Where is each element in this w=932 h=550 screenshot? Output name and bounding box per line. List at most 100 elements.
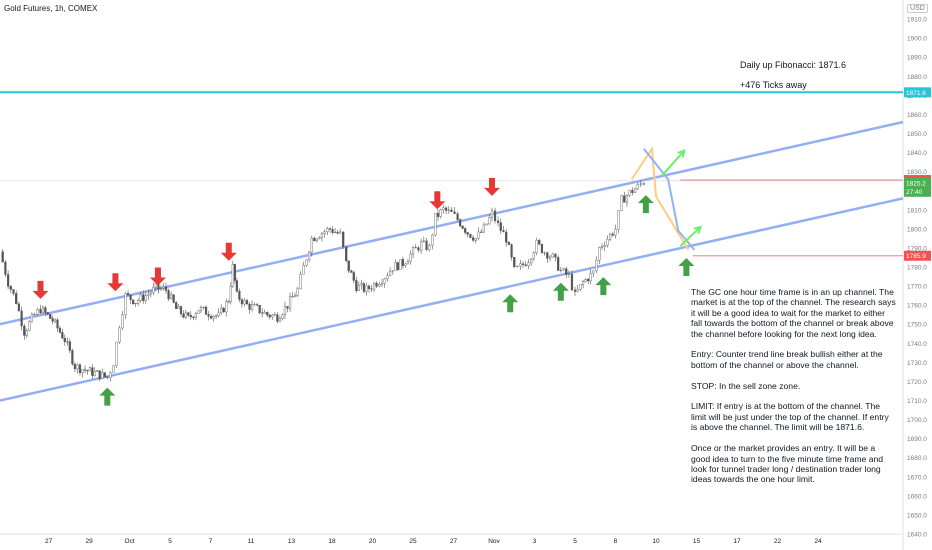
candle-body [93, 371, 96, 376]
candle-body [391, 270, 394, 272]
candle-body [519, 263, 522, 267]
candle-body [350, 270, 353, 273]
projection-arrowhead [677, 149, 686, 158]
candle-body [139, 294, 142, 301]
candle-body [606, 239, 609, 246]
last-price-tag-bg [904, 177, 931, 197]
candle-body [132, 299, 135, 305]
x-tick-label: 8 [614, 538, 618, 545]
projection-path-blue [643, 148, 696, 251]
candle-body [199, 307, 203, 311]
candle-body [336, 231, 339, 234]
x-tick-label: 11 [248, 538, 255, 545]
projection-path-green-upper [661, 149, 686, 177]
candle-body [510, 244, 513, 258]
candle-body [434, 212, 437, 236]
candle-body [299, 273, 302, 289]
candle-body [631, 189, 634, 193]
candle-body [91, 367, 94, 376]
candle-body [496, 220, 500, 223]
candle-body [212, 315, 215, 319]
candle-body [98, 370, 101, 379]
symbol-title[interactable]: Gold Futures, 1h, COMEX [4, 4, 98, 13]
candle-body [559, 269, 562, 271]
candle-body [53, 319, 57, 322]
candle-body [505, 231, 508, 243]
candle-body [333, 231, 337, 233]
candle-body [240, 299, 244, 305]
candles-group [1, 180, 645, 382]
down-arrow-marker [220, 242, 237, 261]
candle-body [229, 286, 232, 302]
y-tick-label: 1730.0 [907, 360, 927, 367]
x-tick-label: 5 [573, 538, 577, 545]
candle-body [469, 233, 472, 238]
candle-body [370, 288, 373, 290]
candle-body [442, 207, 445, 211]
candle-body [565, 268, 568, 275]
x-tick-label: 27 [450, 538, 458, 545]
stop-lower-price-tag-bg [904, 250, 931, 261]
candle-body [386, 275, 389, 280]
candle-body [425, 240, 428, 250]
candle-body [570, 273, 574, 291]
candle-body [96, 370, 99, 372]
candle-body [263, 311, 266, 314]
y-tick-label: 1680.0 [907, 455, 927, 462]
y-tick-label: 1750.0 [907, 322, 927, 329]
candle-body [305, 259, 308, 266]
y-tick-label: 1740.0 [907, 341, 927, 348]
candle-body [617, 210, 620, 230]
candle-body [404, 263, 407, 266]
candle-body [365, 285, 368, 292]
candle-body [56, 319, 59, 329]
candle-body [589, 272, 592, 282]
currency-badge[interactable]: USD [907, 4, 928, 13]
x-tick-label: 24 [814, 538, 822, 545]
candle-body [291, 296, 294, 298]
candle-body [551, 253, 554, 258]
down-arrow-marker [149, 267, 166, 286]
candle-body [152, 286, 155, 293]
y-tick-label: 1910.0 [907, 17, 927, 24]
candle-body [521, 263, 525, 265]
candle-body [243, 300, 246, 305]
candle-body [197, 310, 200, 314]
x-tick-label: 22 [774, 538, 782, 545]
candle-body [109, 372, 112, 378]
candle-body [245, 300, 249, 305]
down-arrow-marker [32, 280, 49, 299]
candle-body [422, 240, 425, 242]
candle-body [20, 310, 23, 327]
candle-body [235, 280, 238, 292]
candle-body [562, 268, 565, 271]
candle-body [499, 222, 502, 231]
candle-body [30, 314, 33, 322]
candle-body [73, 363, 77, 370]
candle-body [532, 252, 535, 260]
candle-body [310, 237, 313, 253]
y-tick-label: 1660.0 [907, 493, 927, 500]
candle-body [41, 307, 45, 314]
y-tick-label: 1790.0 [907, 245, 927, 252]
candle-body [548, 256, 552, 259]
y-tick-label: 1700.0 [907, 417, 927, 424]
candle-body [175, 302, 178, 309]
candle-body [202, 306, 205, 308]
candle-body [76, 364, 79, 370]
candle-body [557, 257, 560, 271]
candle-body [9, 286, 12, 290]
candle-body [177, 306, 180, 309]
candle-body [411, 247, 415, 255]
candle-body [488, 217, 491, 225]
candle-body [639, 183, 642, 185]
candle-body [417, 247, 420, 251]
candle-body [409, 253, 412, 262]
candle-body [36, 309, 39, 315]
candle-body [611, 233, 614, 236]
candle-body [436, 212, 440, 217]
candle-body [159, 288, 163, 290]
y-tick-label: 1690.0 [907, 436, 927, 443]
x-tick-label: 10 [652, 538, 660, 545]
